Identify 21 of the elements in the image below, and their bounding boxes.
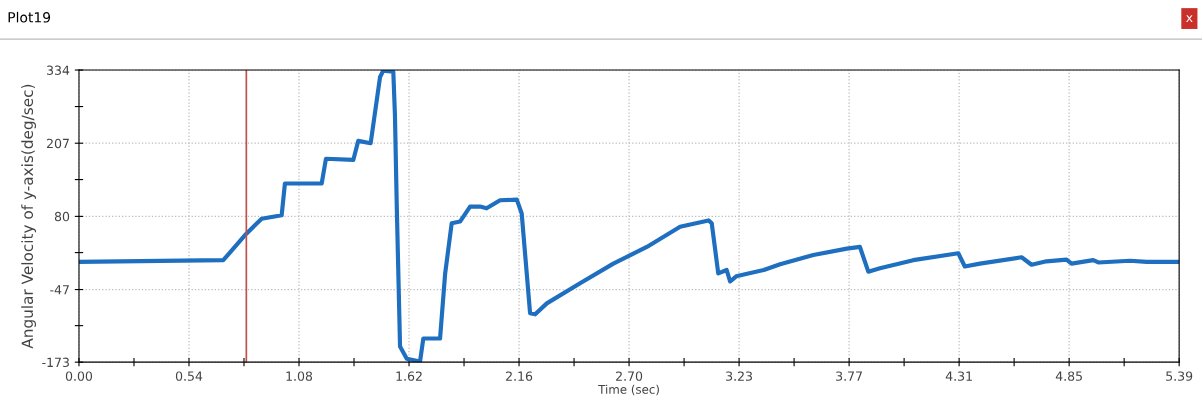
x-tick-label: 3.77: [836, 371, 862, 381]
x-tick-label: 2.16: [506, 371, 533, 381]
x-tick-label: 4.31: [945, 371, 972, 381]
chart-title: Plot19: [8, 11, 51, 23]
x-tick-label: 1.08: [286, 371, 313, 381]
x-tick-label: 2.70: [616, 371, 643, 381]
y-tick-label: 334: [47, 65, 70, 75]
x-tick-label: 3.23: [726, 371, 752, 381]
line-series: [78, 70, 1180, 363]
x-tick-label: 1.62: [396, 371, 422, 381]
y-axis-title: Angular Velocity of y-axis(deg/sec): [21, 84, 37, 349]
y-tick-label: -47: [50, 285, 69, 295]
x-tick-label: 4.85: [1055, 371, 1082, 381]
y-tick-label: 80: [54, 211, 70, 222]
y-tick-label: -173: [42, 357, 69, 368]
x-tick-label: 0.00: [65, 371, 93, 381]
x-tick-label: 0.54: [175, 371, 203, 381]
x-axis-title: Time (sec): [598, 384, 659, 396]
text: x: [1186, 15, 1193, 22]
x-tick-label: 5.39: [1166, 371, 1193, 381]
y-tick-label: 207: [47, 138, 69, 149]
